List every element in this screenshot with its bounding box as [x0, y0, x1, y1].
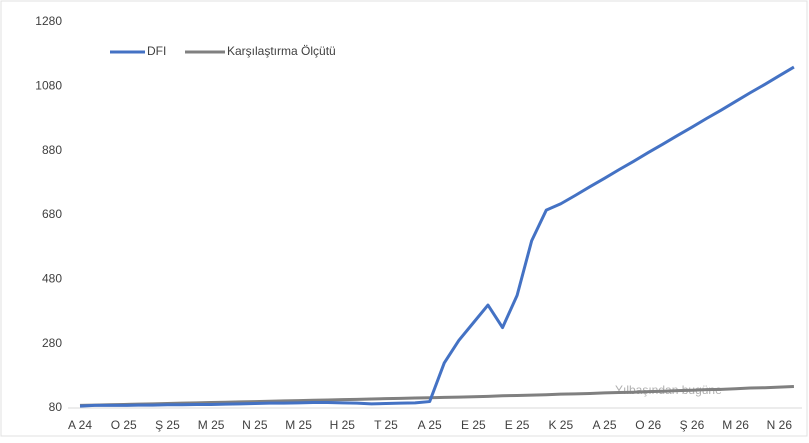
y-tick-label: 280	[42, 336, 62, 350]
x-tick-label: N 25	[242, 418, 268, 432]
x-tick-label: Ş 26	[680, 418, 705, 432]
x-tick-label: E 25	[505, 418, 530, 432]
x-tick-label: Ş 25	[155, 418, 180, 432]
x-tick-label: O 26	[635, 418, 661, 432]
x-tick-label: N 26	[767, 418, 793, 432]
y-tick-label: 680	[42, 207, 62, 221]
x-tick-label: M 25	[285, 418, 312, 432]
y-tick-label: 1080	[35, 79, 62, 93]
y-tick-label: 480	[42, 272, 62, 286]
x-tick-label: M 25	[198, 418, 225, 432]
x-tick-label: T 25	[374, 418, 398, 432]
series-line	[79, 384, 794, 407]
x-tick-label: K 25	[548, 418, 573, 432]
x-tick-label: E 25	[461, 418, 486, 432]
x-tick-label: M 26	[722, 418, 749, 432]
legend-label: Karşılaştırma Ölçütü	[227, 44, 336, 58]
x-tick-label: A 25	[418, 418, 442, 432]
x-tick-label: H 25	[330, 418, 356, 432]
series-line	[79, 65, 795, 408]
y-tick-label: 1280	[35, 14, 62, 28]
y-tick-label: 880	[42, 143, 62, 157]
x-tick-label: A 25	[593, 418, 617, 432]
x-tick-label: O 25	[111, 418, 137, 432]
legend-label: DFI	[147, 44, 166, 58]
y-tick-label: 80	[49, 400, 63, 414]
x-tick-label: A 24	[68, 418, 92, 432]
